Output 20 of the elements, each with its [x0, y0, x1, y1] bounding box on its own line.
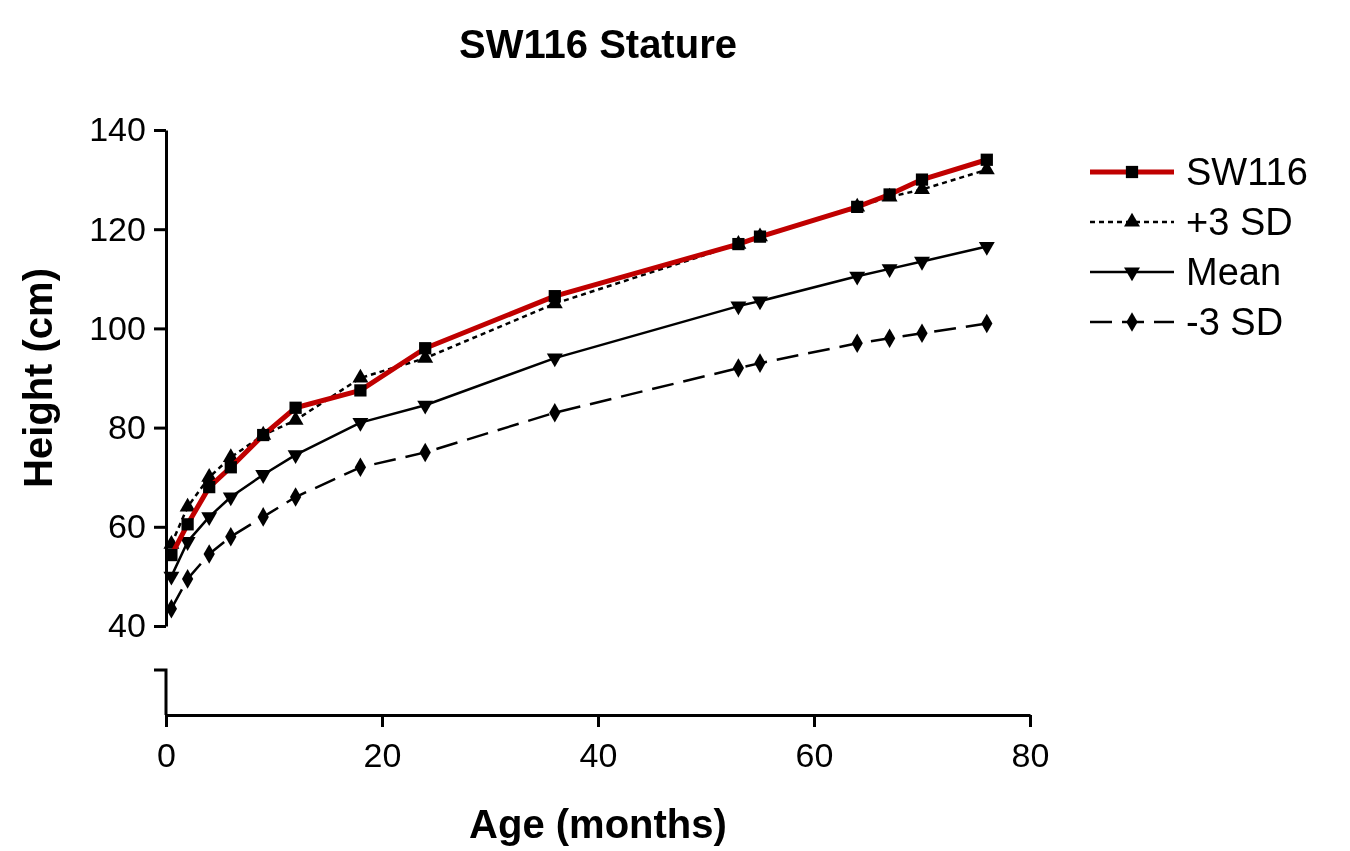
x-tick-label: 80	[1011, 736, 1050, 775]
legend-label: -3 SD	[1186, 301, 1284, 343]
y-tick-label: 140	[89, 110, 146, 149]
x-axis-title: Age (months)	[469, 802, 727, 846]
y-axis-title: Height (cm)	[16, 268, 60, 488]
legend-label: +3 SD	[1186, 201, 1293, 243]
legend-label: SW116	[1186, 151, 1308, 193]
point	[179, 537, 196, 551]
x-tick-label: 0	[157, 736, 176, 775]
point	[163, 571, 180, 586]
y-tick-label: 100	[89, 308, 146, 347]
legend-label: Mean	[1186, 251, 1282, 293]
x-tick-label: 20	[363, 736, 402, 775]
x-tick-label: 60	[795, 736, 834, 775]
y-tick-label: 120	[89, 209, 146, 248]
y-tick-label: 80	[108, 407, 146, 446]
x-tick-label: 40	[579, 736, 618, 775]
y-tick-label: 60	[108, 507, 146, 546]
chart-title: SW116 Stature	[459, 22, 737, 66]
y-tick-label: 40	[108, 606, 146, 645]
